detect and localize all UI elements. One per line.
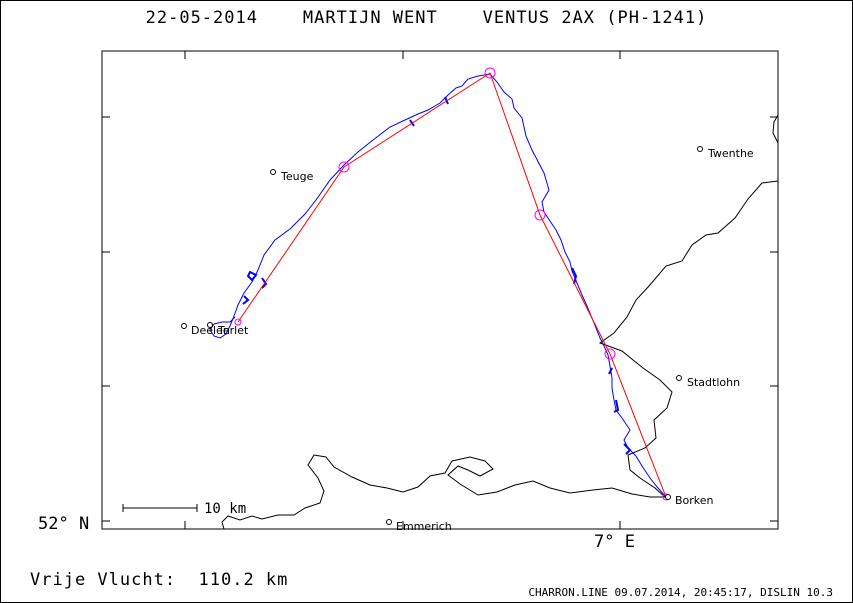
longitude-label: 7° E: [594, 532, 635, 552]
coast-fragment: [772, 114, 779, 144]
place-label-teuge: Teuge: [280, 170, 314, 183]
turnpoints: [234, 67, 670, 501]
scale-bar: [122, 504, 198, 512]
place-label-twenthe: Twenthe: [707, 147, 754, 160]
thermal-clusters: [242, 96, 632, 455]
latitude-label: 52° N: [38, 514, 90, 534]
place-label-stadtlohn: Stadtlohn: [687, 376, 740, 389]
footer-credit: CHARRON.LINE 09.07.2014, 20:45:17, DISLI…: [528, 586, 833, 599]
map-area-border: [101, 50, 779, 530]
scale-bar-label: 10 km: [204, 501, 246, 517]
town-markers: [181, 146, 703, 525]
chart-title: 22-05-2014 MARTIJN WENT VENTUS 2AX (PH-1…: [145, 8, 708, 28]
place-label-borken: Borken: [675, 494, 714, 507]
task-line: [237, 72, 667, 498]
place-label-deelen: Deelen: [191, 324, 230, 337]
axis-ticks: [102, 51, 778, 529]
country-border: [221, 180, 779, 530]
place-label-emmerich: Emmerich: [396, 520, 452, 533]
flight-track: [209, 73, 667, 498]
place-label-terlet: Terlet: [217, 324, 249, 337]
distance-label: Vrije Vlucht: 110.2 km: [30, 570, 289, 590]
